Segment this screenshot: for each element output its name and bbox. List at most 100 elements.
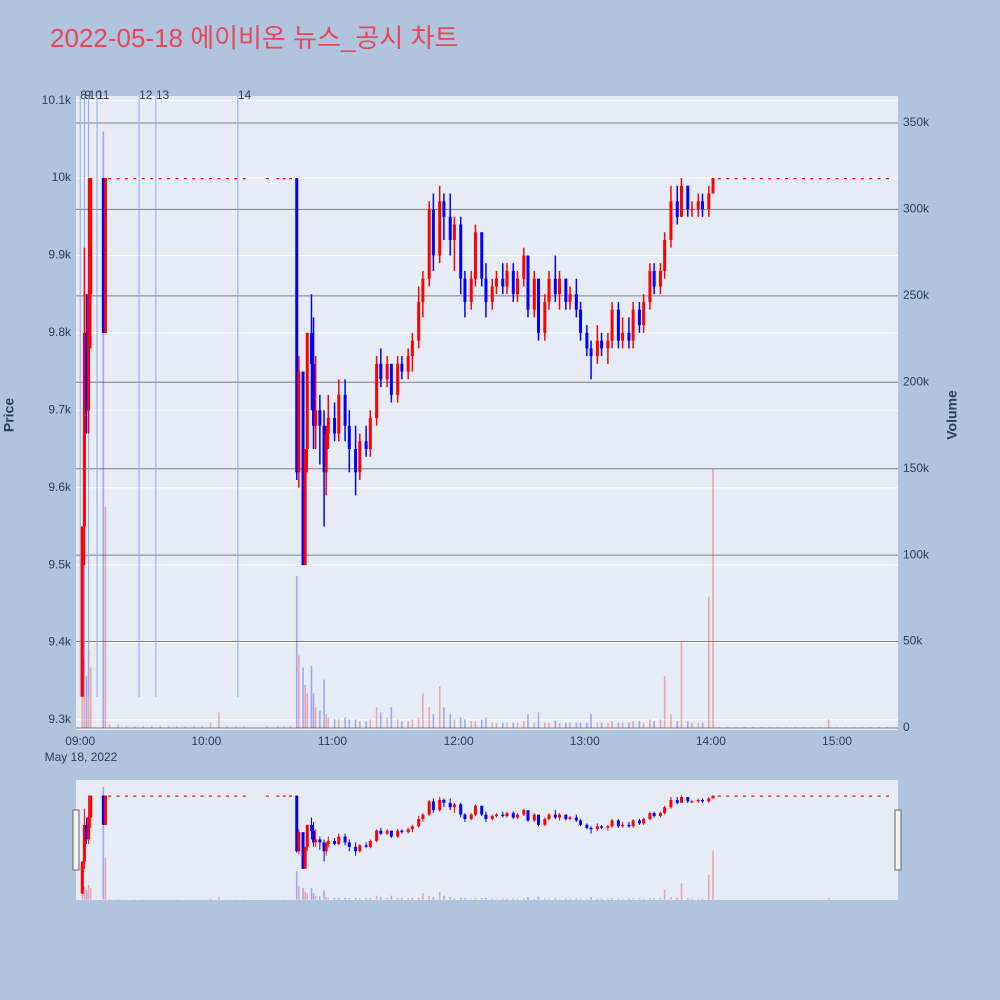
- slider-candle-body: [459, 804, 463, 815]
- slider-volume-bar: [344, 897, 346, 900]
- volume-bar: [836, 727, 838, 728]
- slider-volume-bar: [548, 898, 550, 900]
- volume-bar: [506, 722, 508, 728]
- slider-volume-bar: [319, 896, 321, 900]
- volume-bar: [752, 727, 754, 728]
- volume-bar: [590, 714, 592, 728]
- slider-volume-bar: [506, 898, 508, 900]
- volume-bar: [569, 722, 571, 728]
- volume-bar: [81, 696, 84, 728]
- y2-tick-label: 100k: [903, 547, 930, 561]
- volume-bar: [653, 721, 655, 728]
- slider-candle-body: [600, 826, 604, 828]
- slider-candle-body: [133, 795, 137, 797]
- slider-volume-bar: [365, 898, 367, 900]
- slider-candle-body: [494, 814, 498, 817]
- x-tick-label: 09:00: [65, 734, 95, 748]
- slider-candle-body: [337, 836, 341, 844]
- volume-bar: [628, 722, 630, 728]
- volume-bar: [359, 721, 361, 728]
- x-tick-label: 12:00: [444, 734, 474, 748]
- volume-bar: [396, 719, 399, 728]
- volume-bar: [768, 727, 771, 728]
- volume-bar: [579, 722, 582, 728]
- candle-body: [574, 294, 578, 310]
- slider-candle-body: [885, 795, 889, 797]
- x-tick-label: 13:00: [570, 734, 600, 748]
- volume-bar: [302, 667, 304, 728]
- candle-body: [406, 356, 410, 372]
- slider-candle-body: [368, 840, 372, 847]
- volume-bar: [474, 721, 477, 728]
- slider-volume-bar: [359, 898, 361, 900]
- news-label: 14: [238, 88, 252, 102]
- y-tick-label: 9.9k: [48, 248, 72, 262]
- slider-candle-body: [700, 799, 704, 802]
- candle-body: [288, 178, 292, 180]
- volume-bar: [701, 722, 704, 728]
- slider-candle-body: [406, 829, 410, 833]
- slider-volume-bar: [554, 898, 557, 900]
- candle-body: [116, 178, 120, 180]
- news-label: 12: [139, 88, 153, 102]
- slider-volume-bar: [590, 897, 592, 900]
- slider-candle-body: [652, 813, 656, 817]
- slider-volume-bar: [87, 884, 90, 900]
- candle-body: [759, 178, 763, 180]
- slider-candle-body: [595, 826, 599, 830]
- volume-bar: [117, 724, 119, 728]
- slider-candle-body: [515, 814, 519, 818]
- slider-candle-body: [776, 795, 780, 797]
- slider-volume-bar: [653, 898, 655, 900]
- volume-bar: [344, 717, 346, 728]
- slider-candle-body: [690, 801, 694, 803]
- slider-candle-body: [852, 795, 856, 797]
- candle-body: [818, 178, 822, 180]
- volume-bar: [314, 707, 317, 728]
- slider-volume-bar: [422, 893, 424, 900]
- range-slider[interactable]: [76, 780, 898, 900]
- slider-volume-bar: [522, 898, 525, 900]
- slider-candle-body: [501, 814, 505, 817]
- slider-volume-bar: [632, 898, 634, 900]
- slider-candle-body: [87, 817, 91, 840]
- x-tick-label: 10:00: [191, 734, 221, 748]
- candle-body: [568, 294, 572, 302]
- volume-bar: [680, 641, 683, 728]
- candle-body: [242, 178, 246, 180]
- slider-candle-body: [827, 795, 831, 797]
- volume-bar: [289, 726, 292, 728]
- slider-candle-body: [610, 820, 614, 827]
- volume-bar: [527, 714, 529, 728]
- slider-candle-body: [621, 824, 625, 827]
- candle-body: [690, 209, 694, 211]
- candle-body: [312, 363, 316, 426]
- slider-handle-right[interactable]: [894, 809, 902, 871]
- slider-volume-bar: [323, 890, 325, 900]
- slider-volume-bar: [596, 898, 599, 900]
- slider-candle-body: [558, 814, 562, 818]
- candle-body: [442, 201, 446, 217]
- volume-bar: [104, 506, 107, 728]
- slider-volume-bar: [659, 897, 662, 900]
- slider-volume-bar: [81, 893, 84, 900]
- slider-volume-bar: [527, 897, 529, 900]
- candle-body: [124, 178, 128, 180]
- volume-bar: [333, 719, 336, 728]
- candle-body: [85, 332, 89, 411]
- candle-body: [652, 270, 656, 287]
- volume-bar: [470, 721, 473, 728]
- candle-body: [616, 309, 620, 341]
- y-axis-title: Price: [1, 398, 17, 432]
- slider-handle-left[interactable]: [72, 809, 80, 871]
- volume-bar: [760, 727, 763, 728]
- slider-candle-body: [379, 830, 383, 834]
- volume-bar: [548, 722, 550, 728]
- news-label: 8: [80, 88, 87, 102]
- volume-bar: [491, 722, 494, 728]
- slider-candle-body: [101, 795, 105, 825]
- slider-candle-body: [484, 814, 488, 819]
- candle-body: [89, 178, 93, 295]
- volume-bar: [102, 131, 105, 728]
- slider-candle-body: [616, 820, 620, 827]
